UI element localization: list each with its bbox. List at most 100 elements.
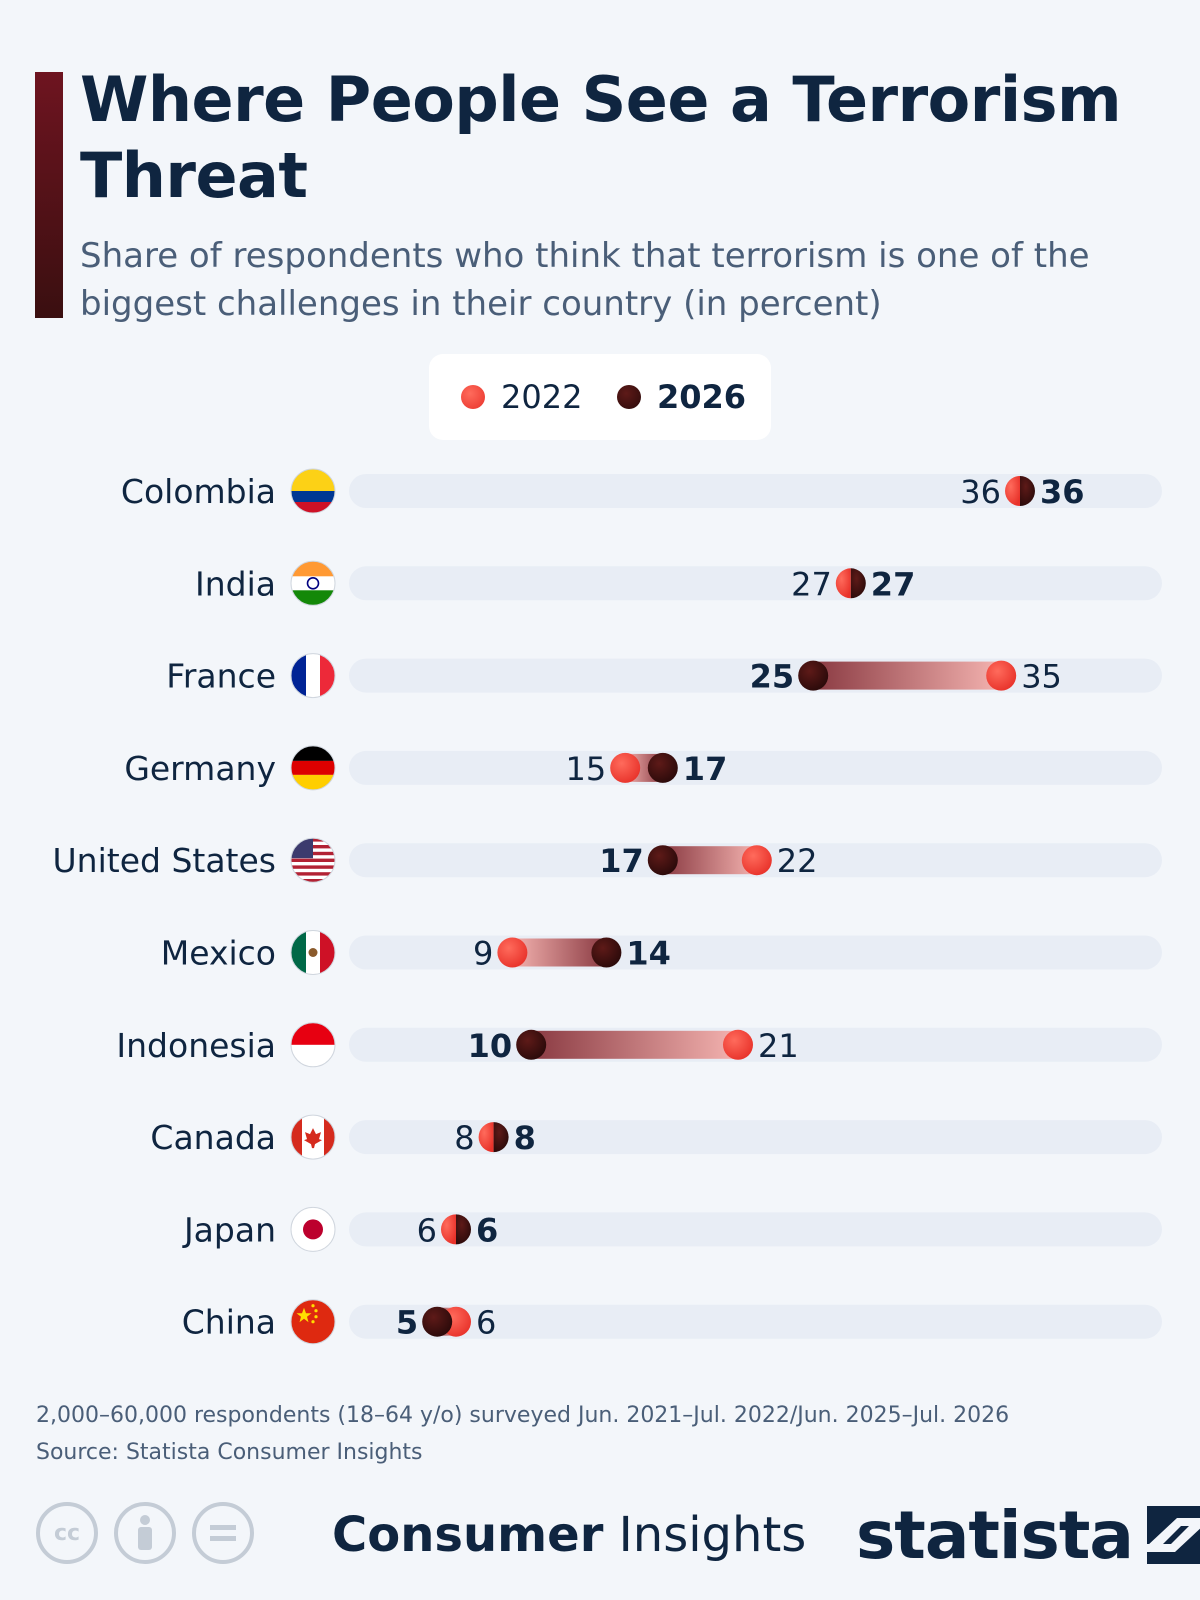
track [349, 474, 1162, 508]
value-label-2022: 6 [476, 1304, 496, 1342]
dot-2026 [647, 752, 678, 783]
row-mexico: Mexico 9 14 [161, 930, 1162, 975]
statista-logo-icon [1146, 1506, 1200, 1564]
dot-2022 [441, 1214, 456, 1245]
country-label: China [182, 1303, 276, 1342]
brand-light: Insights [618, 1507, 807, 1563]
track [349, 566, 1162, 601]
dot-2022 [986, 660, 1017, 691]
no-derivatives-icon[interactable] [192, 1502, 254, 1564]
survey-note: 2,000–60,000 respondents (18–64 y/o) sur… [36, 1403, 1010, 1428]
value-label-2026: 14 [626, 935, 671, 973]
row-china: China 6 5 [182, 1299, 1162, 1345]
germany-flag [290, 745, 336, 791]
value-label-2022: 36 [960, 473, 1001, 511]
dot-2022 [478, 1122, 494, 1153]
france-flag [290, 653, 336, 699]
source-note: Source: Statista Consumer Insights [36, 1440, 423, 1465]
row-india: India 27 27 [195, 560, 1162, 606]
statista-logo-text: statista [856, 1496, 1134, 1574]
value-label-2022: 6 [417, 1211, 437, 1249]
track [349, 750, 1162, 785]
connector-bar [813, 661, 1002, 690]
japan-flag [290, 1206, 336, 1252]
value-label-2026: 6 [476, 1211, 498, 1249]
value-label-2026: 10 [468, 1027, 513, 1065]
track [349, 1304, 1162, 1339]
legend-item-2022: 2022 [461, 354, 582, 440]
mexico-flag [290, 930, 336, 975]
india-flag [290, 560, 336, 606]
dot-2026 [798, 660, 829, 691]
row-united-states: United States 22 17 [53, 837, 1162, 883]
country-label: France [166, 657, 276, 696]
value-label-2026: 17 [683, 750, 728, 788]
accent-bar [35, 72, 63, 318]
country-label: Japan [182, 1210, 276, 1249]
value-label-2026: 8 [514, 1119, 536, 1157]
attribution-icon[interactable] [114, 1502, 176, 1564]
chart-title: Where People See a Terrorism Threat [80, 63, 1122, 212]
dot-2022 [497, 937, 528, 968]
legend-label-2022: 2022 [501, 378, 583, 416]
dot-2022 [723, 1029, 753, 1060]
value-label-2026: 36 [1040, 473, 1085, 511]
row-japan: Japan 6 6 [182, 1206, 1162, 1252]
dot-2022 [741, 845, 772, 876]
row-germany: Germany 15 17 [124, 745, 1162, 791]
value-label-2022: 22 [777, 842, 818, 880]
dot-2026 [647, 845, 678, 876]
value-label-2026: 27 [871, 565, 916, 603]
row-france: France 35 25 [166, 653, 1162, 699]
license-icons[interactable]: cc [36, 1502, 270, 1566]
dot-2022 [1005, 476, 1020, 506]
track [349, 935, 1162, 970]
value-label-2022: 15 [565, 750, 606, 788]
colombia-flag [290, 468, 336, 514]
brand-bold: Consumer [332, 1507, 604, 1563]
value-label-2026: 17 [599, 842, 644, 880]
dot-2026 [456, 1214, 472, 1245]
legend-label-2026: 2026 [657, 378, 747, 416]
legend-dot-2022 [461, 385, 485, 409]
country-label: Canada [150, 1118, 276, 1157]
dot-2026 [493, 1122, 509, 1153]
footnote: 2,000–60,000 respondents (18–64 y/o) sur… [36, 1397, 1176, 1471]
dot-2026 [516, 1029, 547, 1060]
dot-2022 [835, 568, 851, 599]
row-canada: Canada 8 8 [150, 1114, 1162, 1160]
consumer-insights-brand: Consumer Insights [332, 1500, 806, 1570]
cc-icon[interactable]: cc [36, 1502, 98, 1564]
dot-2026 [591, 937, 622, 968]
chart-subtitle: Share of respondents who think that terr… [80, 236, 1090, 324]
row-colombia: Colombia 36 36 [121, 468, 1162, 514]
country-label: Indonesia [116, 1026, 276, 1065]
statista-logo[interactable]: statista [856, 1496, 1200, 1574]
usa-flag [290, 837, 336, 883]
country-label: Germany [124, 749, 276, 788]
country-label: United States [53, 841, 276, 880]
legend-dot-2026 [617, 385, 641, 409]
connector-bar [531, 1030, 738, 1059]
dot-2026 [850, 568, 866, 599]
value-label-2026: 5 [396, 1304, 418, 1342]
legend: 2022 2026 [429, 354, 771, 440]
china-flag [290, 1299, 336, 1345]
indonesia-flag [290, 1022, 336, 1068]
row-indonesia: Indonesia 21 10 [116, 1022, 1162, 1068]
value-label-2022: 21 [758, 1027, 799, 1065]
legend-item-2026: 2026 [617, 354, 746, 440]
value-label-2022: 35 [1021, 658, 1062, 696]
country-label: Mexico [161, 934, 276, 973]
dot-2026 [1020, 476, 1035, 506]
track [349, 1120, 1162, 1155]
value-label-2022: 9 [473, 935, 493, 973]
canada-flag [290, 1114, 336, 1160]
country-label: Colombia [121, 472, 276, 511]
value-label-2022: 8 [454, 1119, 474, 1157]
connector-bar [662, 846, 757, 875]
value-label-2022: 27 [791, 565, 832, 603]
dot-2022 [610, 752, 641, 783]
value-label-2026: 25 [750, 658, 795, 696]
